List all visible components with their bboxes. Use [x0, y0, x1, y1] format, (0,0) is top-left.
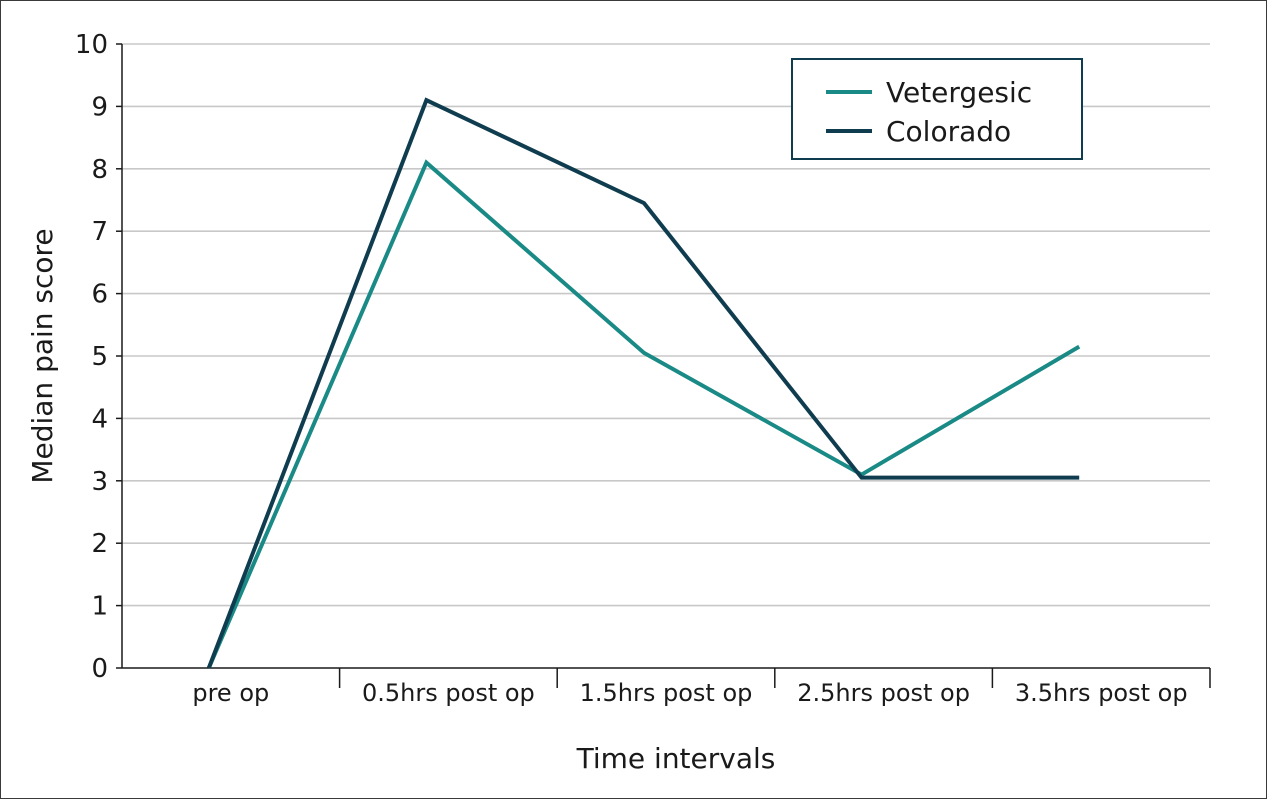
- x-tick-labels: pre op 0.5hrs post op 1.5hrs post op 2.5hrs…: [192, 679, 1187, 707]
- series-line-vetergesic: [206, 159, 1081, 669]
- y-tick-label: 0: [91, 654, 108, 684]
- x-tick-label: 1.5hrs post op: [580, 679, 753, 707]
- y-tick-label: 7: [91, 217, 108, 247]
- axes: [116, 43, 1211, 688]
- gridlines: [122, 43, 1210, 607]
- x-axis-title: Time intervals: [576, 742, 776, 775]
- y-tick-label: 2: [91, 529, 108, 559]
- y-tick-label: 3: [91, 467, 108, 497]
- y-tick-labels: 0 1 2 3 4 5 6 7 8 9 10: [75, 30, 108, 684]
- y-tick-label: 4: [91, 404, 108, 434]
- y-tick-label: 8: [91, 155, 108, 185]
- series-line-colorado: [206, 97, 1080, 669]
- y-tick-label: 9: [91, 92, 108, 122]
- legend-label-vetergesic: Vetergesic: [886, 76, 1032, 109]
- x-tick-label: 3.5hrs post op: [1015, 679, 1188, 707]
- series-lines: [206, 97, 1081, 669]
- legend-label-colorado: Colorado: [886, 115, 1011, 148]
- legend: Vetergesic Colorado: [791, 58, 1083, 160]
- x-tick-label: 0.5hrs post op: [362, 679, 535, 707]
- legend-box: [791, 58, 1083, 160]
- x-tick-label: pre op: [192, 679, 269, 707]
- y-tick-label: 5: [91, 342, 108, 372]
- y-axis-title: Median pain score: [26, 228, 59, 483]
- x-tick-label: 2.5hrs post op: [797, 679, 970, 707]
- y-tick-label: 10: [75, 30, 108, 60]
- y-tick-label: 1: [91, 592, 108, 622]
- y-tick-label: 6: [91, 280, 108, 310]
